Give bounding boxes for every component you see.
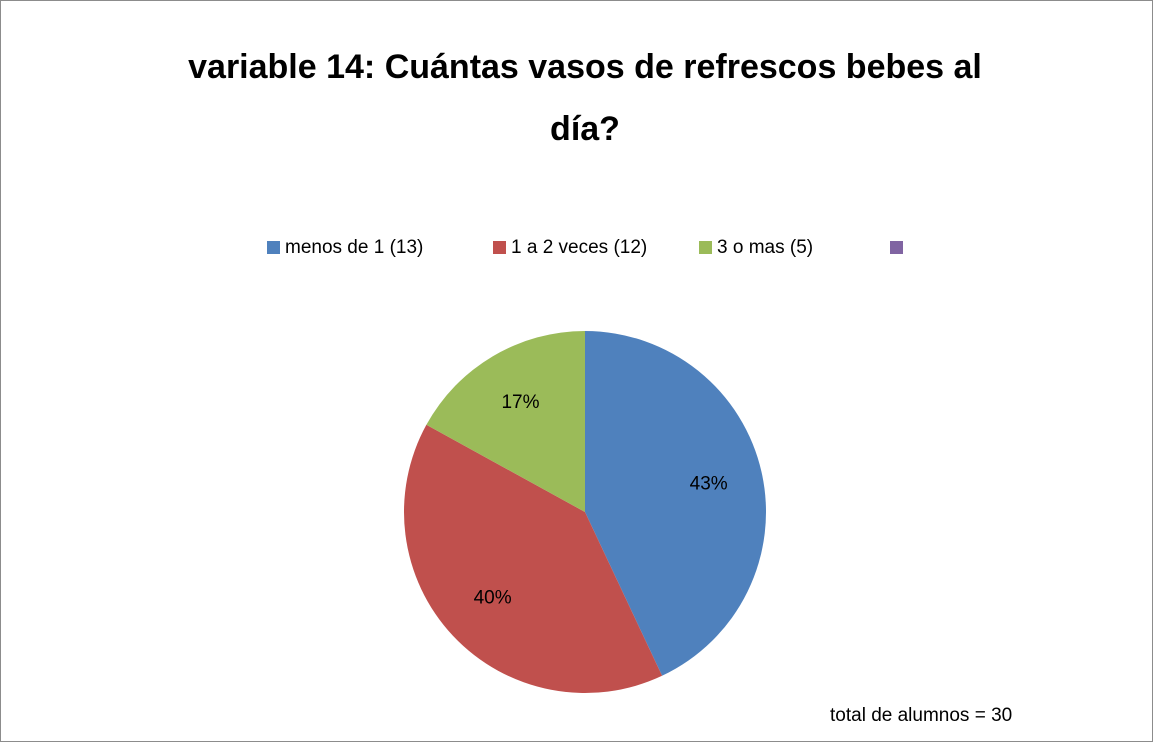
data-label: 43% xyxy=(690,473,728,494)
chart-title: variable 14: Cuántas vasos de refrescos … xyxy=(188,48,982,148)
legend-label: 1 a 2 veces (12) xyxy=(511,237,647,258)
data-label: 17% xyxy=(501,392,539,413)
pie-slice xyxy=(426,331,585,512)
data-label: 40% xyxy=(474,588,512,609)
legend-swatch xyxy=(267,241,280,254)
annotation: total de alumnos = 30 xyxy=(830,705,1012,726)
pie-slice xyxy=(404,424,663,693)
legend-label: menos de 1 (13) xyxy=(285,237,423,258)
legend-swatch xyxy=(493,241,506,254)
legend-label: 3 o mas (5) xyxy=(717,237,813,258)
legend-swatch xyxy=(890,241,903,254)
pie-slice xyxy=(585,331,766,676)
legend-swatch xyxy=(699,241,712,254)
